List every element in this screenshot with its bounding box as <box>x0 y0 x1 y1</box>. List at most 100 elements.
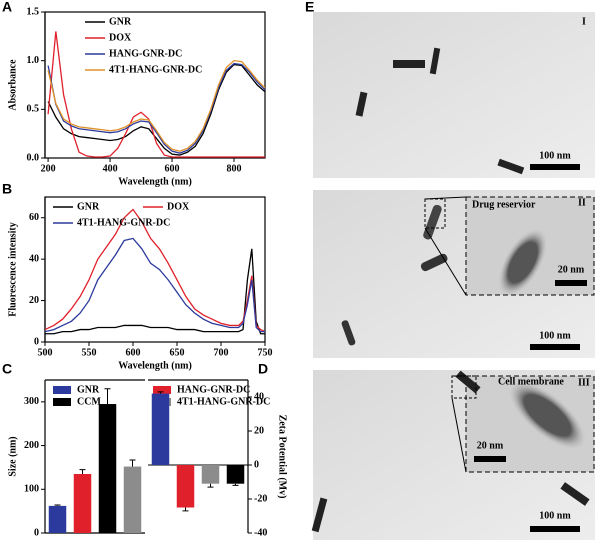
y-tick-label: 40 <box>254 391 264 402</box>
y-tick-label: -20 <box>254 493 267 504</box>
nanorod <box>560 482 590 506</box>
bar <box>226 465 245 484</box>
y-tick-label: 300 <box>24 396 39 407</box>
panel-label: A <box>2 0 12 15</box>
x-tick-label: 600 <box>126 347 141 358</box>
panel-label: E <box>305 0 314 15</box>
x-tick-label: 500 <box>38 347 53 358</box>
x-tick-label: 600 <box>165 163 180 174</box>
legend-swatch <box>153 386 171 394</box>
zoom-line <box>424 227 467 296</box>
y-tick-label: 0 <box>254 459 259 470</box>
x-tick-label: 650 <box>170 347 185 358</box>
nanorod <box>355 91 368 117</box>
scale-bar <box>555 280 587 286</box>
line <box>45 237 265 333</box>
x-tick-label: 550 <box>82 347 97 358</box>
line <box>47 62 265 154</box>
bar <box>176 465 195 508</box>
y-tick-label: 60 <box>29 212 39 223</box>
panel-label: B <box>2 181 12 197</box>
y-tick-label: 200 <box>24 440 39 451</box>
error-bar <box>54 504 61 506</box>
scale-bar <box>530 526 580 532</box>
y-tick-label: 20 <box>254 425 264 436</box>
y-tick-label: 40 <box>29 253 39 264</box>
nanorod <box>393 60 425 68</box>
bar <box>201 465 220 484</box>
line <box>45 248 265 335</box>
legend-label: 4T1-HANG-GNR-DC <box>109 64 202 75</box>
y-axis-label: Absorbance <box>7 59 18 111</box>
bar <box>151 393 170 465</box>
legend-label: DOX <box>167 201 190 212</box>
numeral: II <box>578 197 586 208</box>
zoom-box <box>451 375 477 399</box>
inset-label: Cell membrane <box>498 376 564 387</box>
nanorod <box>311 497 328 533</box>
panel-label: C <box>2 361 12 377</box>
y-tick-label: 0 <box>34 336 39 347</box>
scale-label: 100 nm <box>539 150 571 161</box>
x-axis-label: Wavelength (nm) <box>118 360 192 371</box>
y-axis-label: Size (nm) <box>7 436 18 476</box>
legend-label: 4T1-HANG-GNR-DC <box>177 396 270 407</box>
bar <box>98 404 117 533</box>
bar <box>123 466 142 533</box>
scale-bar <box>474 456 506 462</box>
numeral: III <box>578 377 590 388</box>
error-bar <box>79 469 86 474</box>
nanorod <box>506 377 589 453</box>
nanorod <box>429 47 441 75</box>
scale-label: 20 nm <box>558 264 585 275</box>
line <box>47 63 265 156</box>
x-tick-label: 400 <box>103 163 118 174</box>
y-tick-label: 100 <box>24 484 39 495</box>
legend-swatch <box>53 386 71 394</box>
scale-label: 20 nm <box>477 440 504 451</box>
y-tick-label: 0.5 <box>27 104 40 115</box>
panel-label: D <box>258 361 268 377</box>
inset-label: Drug reservior <box>472 199 536 210</box>
legend-label: HANG-GNR-DC <box>109 48 182 59</box>
y-axis-label: Zeta Potential (Mv) <box>277 415 288 499</box>
scale-label: 100 nm <box>539 510 571 521</box>
legend-label: GNR <box>109 16 132 27</box>
line <box>47 59 265 152</box>
plot-frame <box>44 11 266 159</box>
scale-bar <box>530 164 580 170</box>
x-axis-label: Wavelength (nm) <box>118 176 192 187</box>
nanorod <box>420 253 448 272</box>
y-tick-label: 1.5 <box>27 6 40 17</box>
plot-frame <box>44 196 266 343</box>
legend-label: DOX <box>109 32 132 43</box>
legend-label: GNR <box>77 384 100 395</box>
zoom-box <box>424 198 446 229</box>
scale-label: 100 nm <box>539 330 571 341</box>
error-bar <box>104 388 111 405</box>
legend-label: HANG-GNR-DC <box>177 384 250 395</box>
x-tick-label: 200 <box>41 163 56 174</box>
error-bar <box>207 483 214 488</box>
x-tick-label: 700 <box>214 347 229 358</box>
error-bar <box>129 459 136 467</box>
bar <box>73 473 92 533</box>
y-tick-label: 0.0 <box>27 152 40 163</box>
line <box>47 31 265 158</box>
error-bar <box>182 507 189 512</box>
x-tick-label: 800 <box>227 163 242 174</box>
legend-label: CCM <box>77 396 101 407</box>
tem-images: E I 100 nm II Drug reservior 20 nm 100 n… <box>305 0 595 540</box>
legend-label: 4T1-HANG-GNR-DC <box>77 217 170 228</box>
zoom-line <box>451 397 467 473</box>
x-tick-label: 750 <box>258 347 273 358</box>
y-tick-label: 20 <box>29 295 39 306</box>
y-tick-label: 0 <box>34 527 39 538</box>
y-tick-label: 1.0 <box>27 55 40 66</box>
error-bar <box>157 391 164 394</box>
legend-swatch <box>53 398 71 406</box>
y-tick-label: -40 <box>254 527 267 538</box>
scale-bar <box>530 344 580 350</box>
